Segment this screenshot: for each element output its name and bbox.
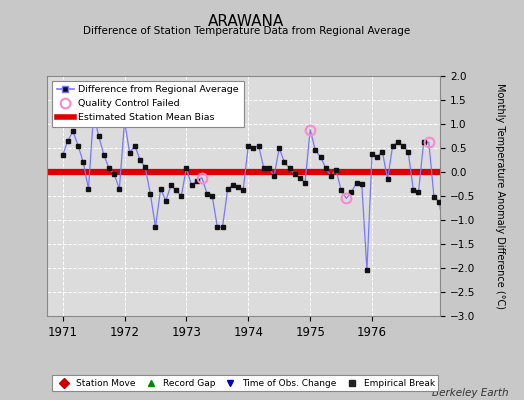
Text: Difference of Station Temperature Data from Regional Average: Difference of Station Temperature Data f… <box>83 26 410 36</box>
Legend: Difference from Regional Average, Quality Control Failed, Estimated Station Mean: Difference from Regional Average, Qualit… <box>52 81 244 127</box>
Text: ARAWANA: ARAWANA <box>208 14 285 29</box>
Text: Berkeley Earth: Berkeley Earth <box>432 388 508 398</box>
Legend: Station Move, Record Gap, Time of Obs. Change, Empirical Break: Station Move, Record Gap, Time of Obs. C… <box>52 375 439 392</box>
Y-axis label: Monthly Temperature Anomaly Difference (°C): Monthly Temperature Anomaly Difference (… <box>495 83 505 309</box>
